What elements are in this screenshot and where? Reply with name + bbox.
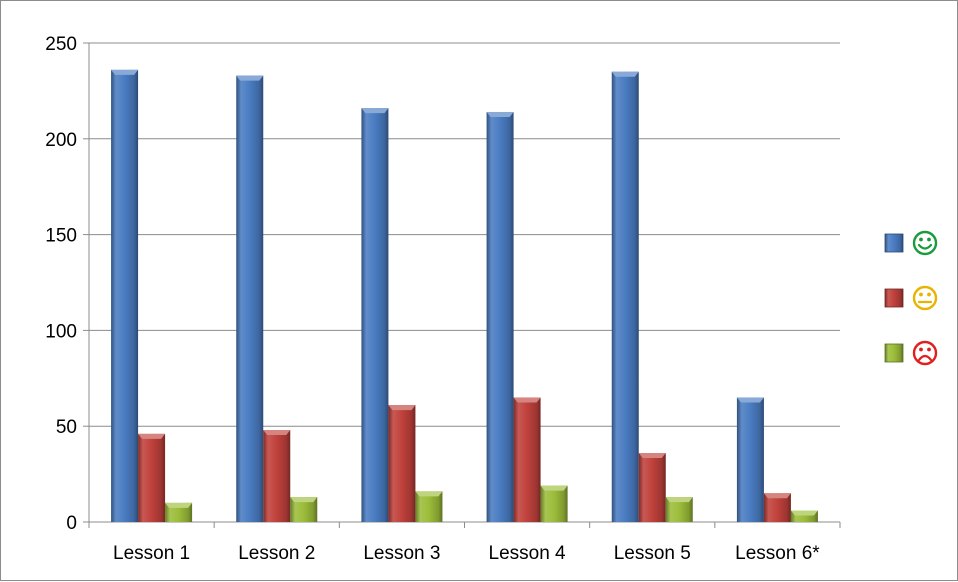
bar xyxy=(415,491,443,522)
tick-labels: 0 50 100 150 200 250 Lesson 1 Lesson 2 Lesson 3 L… xyxy=(45,34,820,564)
bar xyxy=(736,397,764,522)
y-tick-label: 100 xyxy=(45,321,77,342)
legend-item xyxy=(884,285,938,311)
smiley-neutral-icon xyxy=(912,285,938,311)
bar-body xyxy=(736,397,764,522)
bar-bevel xyxy=(763,493,791,499)
legend xyxy=(884,230,938,366)
legend-swatch xyxy=(884,343,904,363)
bar-bevel xyxy=(138,433,166,439)
y-tick-label: 50 xyxy=(56,417,77,438)
bar-bevel xyxy=(111,69,139,75)
y-tick-label: 200 xyxy=(45,130,77,151)
bar-bevel xyxy=(236,75,264,81)
gridlines xyxy=(89,42,840,427)
x-tick-label: Lesson 4 xyxy=(489,543,567,564)
bar xyxy=(388,405,416,522)
bar-bevel xyxy=(263,430,291,436)
bar xyxy=(638,453,666,522)
bar-body xyxy=(790,510,818,522)
axes xyxy=(83,42,841,528)
bar xyxy=(263,430,291,522)
x-tick-label: Lesson 1 xyxy=(113,543,190,564)
bar xyxy=(611,71,639,523)
bar xyxy=(138,433,166,522)
smiley-happy-icon xyxy=(912,230,938,256)
bar xyxy=(290,497,318,522)
legend-swatch xyxy=(884,233,904,253)
bar-bevel xyxy=(290,497,318,503)
bar-bevel xyxy=(736,397,764,403)
bar-bevel xyxy=(361,108,389,114)
bar-bevel xyxy=(611,71,639,77)
bar-body xyxy=(361,108,389,523)
bar-body xyxy=(513,397,541,522)
bar xyxy=(790,510,818,522)
bar xyxy=(361,108,389,523)
bar-bevel xyxy=(486,111,514,117)
bar xyxy=(513,397,541,522)
legend-swatch xyxy=(884,288,904,308)
bar-bevel xyxy=(165,502,193,508)
bar xyxy=(236,75,264,523)
y-tick-label: 0 xyxy=(66,513,77,534)
bar-bevel xyxy=(415,491,443,497)
bar-body xyxy=(486,111,514,522)
bar-body xyxy=(138,433,166,522)
bar-body xyxy=(540,485,568,522)
bar xyxy=(540,485,568,522)
x-tick-label: Lesson 2 xyxy=(238,543,315,564)
bar-body xyxy=(263,430,291,522)
bar-bevel xyxy=(638,453,666,459)
bar-bevel xyxy=(513,397,541,403)
bar-body xyxy=(388,405,416,522)
bar xyxy=(763,493,791,522)
x-tick-label: Lesson 3 xyxy=(363,543,440,564)
bar-bevel xyxy=(665,497,693,503)
bar xyxy=(486,111,514,522)
bar-bevel xyxy=(388,405,416,411)
bar-body xyxy=(111,69,139,522)
legend-item xyxy=(884,230,938,256)
bar-body xyxy=(638,453,666,522)
bar-body xyxy=(415,491,443,522)
smiley-sad-icon xyxy=(912,340,938,366)
bar-bevel xyxy=(540,485,568,491)
bar xyxy=(111,69,139,522)
bar xyxy=(165,502,193,522)
y-tick-label: 250 xyxy=(45,34,77,55)
legend-item xyxy=(884,340,938,366)
x-tick-label: Lesson 6* xyxy=(735,543,820,564)
bars xyxy=(111,69,818,523)
bar-body xyxy=(611,71,639,523)
x-tick-label: Lesson 5 xyxy=(614,543,691,564)
bar-body xyxy=(236,75,264,523)
bar xyxy=(665,497,693,522)
y-tick-label: 150 xyxy=(45,226,77,247)
bar-bevel xyxy=(790,510,818,516)
